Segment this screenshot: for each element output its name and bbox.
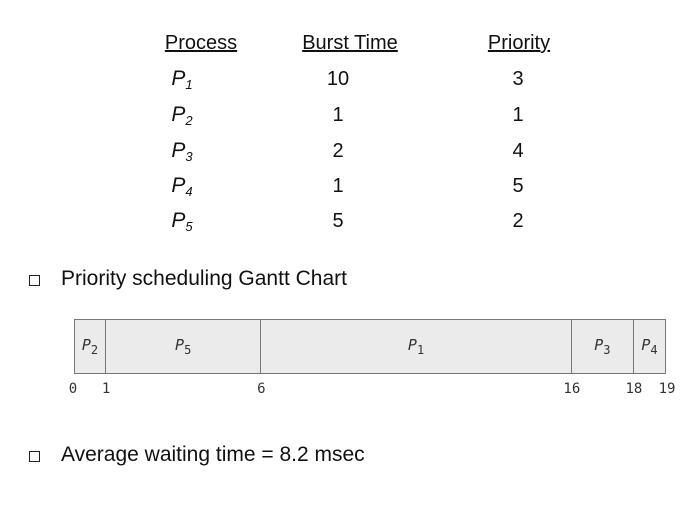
gantt-segment: P1 bbox=[261, 320, 572, 373]
gantt-segment: P3 bbox=[572, 320, 634, 373]
average-waiting-time: Average waiting time = 8.2 msec bbox=[61, 443, 365, 466]
process-name: P3 bbox=[171, 139, 193, 164]
priority-value: 3 bbox=[512, 68, 524, 90]
gantt-tick-label: 6 bbox=[257, 381, 266, 397]
process-name: P2 bbox=[171, 103, 193, 128]
process-name: P1 bbox=[171, 67, 193, 92]
gantt-chart: P2 P5 P1 P3 P4 bbox=[74, 319, 666, 374]
process-name: P5 bbox=[171, 209, 193, 234]
priority-value: 5 bbox=[512, 175, 524, 197]
gantt-segment-label: P5 bbox=[175, 336, 192, 357]
burst-time-value: 1 bbox=[332, 175, 344, 197]
process-name: P4 bbox=[171, 174, 193, 199]
priority-value: 4 bbox=[512, 140, 524, 162]
burst-time-value: 10 bbox=[326, 68, 350, 90]
gantt-tick-label: 19 bbox=[658, 381, 676, 397]
process-table: Process Burst Time Priority P1 10 3 P2 1… bbox=[0, 0, 690, 240]
bullet-icon bbox=[29, 275, 40, 286]
header-priority: Priority bbox=[487, 32, 551, 54]
gantt-tick-label: 0 bbox=[68, 381, 78, 397]
gantt-segment: P4 bbox=[634, 320, 665, 373]
header-burst-time: Burst Time bbox=[302, 32, 398, 54]
header-process: Process bbox=[164, 32, 238, 54]
burst-time-value: 5 bbox=[332, 210, 344, 232]
gantt-tick-label: 18 bbox=[625, 381, 643, 397]
burst-time-value: 2 bbox=[332, 140, 344, 162]
bullet-icon bbox=[29, 451, 40, 462]
gantt-segment-label: P4 bbox=[641, 336, 658, 357]
priority-value: 1 bbox=[512, 104, 524, 126]
gantt-segment-label: P1 bbox=[407, 336, 425, 357]
gantt-segment-label: P2 bbox=[81, 336, 99, 357]
burst-time-value: 1 bbox=[332, 104, 344, 126]
gantt-tick-label: 16 bbox=[563, 381, 581, 397]
priority-value: 2 bbox=[512, 210, 524, 232]
gantt-segment-label: P3 bbox=[594, 336, 611, 357]
gantt-heading: Priority scheduling Gantt Chart bbox=[61, 267, 347, 290]
gantt-segment: P5 bbox=[106, 320, 262, 373]
gantt-segment: P2 bbox=[75, 320, 107, 373]
gantt-tick-label: 1 bbox=[101, 381, 111, 397]
